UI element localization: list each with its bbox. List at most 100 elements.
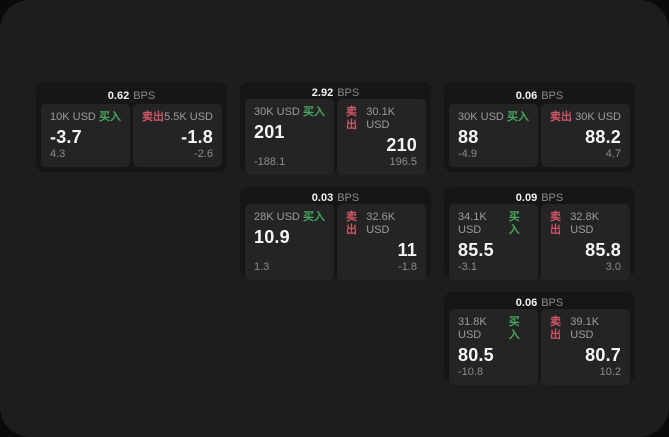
card-panels: 10K USD 买入 -3.7 4.3 卖出 5.5K USD -1.8 -2.… <box>41 104 222 167</box>
buy-size-label: 34.1K USD <box>458 211 487 236</box>
sell-panel[interactable]: 卖出 39.1K USD 80.7 10.2 <box>541 309 630 385</box>
sell-panel[interactable]: 卖出 5.5K USD -1.8 -2.6 <box>133 104 222 167</box>
buy-panel[interactable]: 31.8K USD 买入 80.5 -10.8 <box>449 309 538 385</box>
sell-delta: 3.0 <box>605 261 621 273</box>
sell-price: 85.8 <box>585 240 621 260</box>
buy-size-label: 10K USD <box>50 111 96 123</box>
bps-unit: BPS <box>337 87 360 99</box>
card-panels: 30K USD 买入 201 -188.1 卖出 30.1K USD 210 1… <box>245 99 426 175</box>
sell-size-label: 30K USD <box>575 111 621 123</box>
buy-price: 10.9 <box>254 227 290 247</box>
sell-price: 80.7 <box>585 345 621 365</box>
card-header: 0.09 BPS <box>449 192 630 204</box>
sell-side-tag: 卖出 <box>142 111 164 123</box>
sell-side-tag: 卖出 <box>550 111 572 123</box>
sell-panel-top: 卖出 32.6K USD <box>346 211 417 237</box>
buy-delta: -3.1 <box>458 261 477 273</box>
buy-size-label: 28K USD <box>254 211 300 223</box>
cards-grid: 0.62 BPS 10K USD 买入 -3.7 4.3 卖出 5.5K USD <box>36 82 635 385</box>
buy-delta: -10.8 <box>458 366 484 378</box>
buy-panel[interactable]: 28K USD 买入 10.9 1.3 <box>245 204 334 280</box>
buy-price: -3.7 <box>50 127 82 147</box>
sell-size-label: 32.8K USD <box>570 211 600 236</box>
buy-size-label: 31.8K USD <box>458 316 487 341</box>
buy-price: 85.5 <box>458 240 494 260</box>
sell-side-tag: 卖出 <box>346 106 357 131</box>
buy-side-tag: 买入 <box>303 106 325 118</box>
sell-panel[interactable]: 卖出 30.1K USD 210 196.5 <box>337 99 426 175</box>
bps-unit: BPS <box>541 192 564 204</box>
buy-delta: -4.9 <box>458 148 477 160</box>
buy-panel-top: 10K USD 买入 <box>50 111 121 124</box>
buy-side-tag: 买入 <box>508 316 520 341</box>
sell-panel[interactable]: 卖出 30K USD 88.2 4.7 <box>541 104 630 167</box>
bps-unit: BPS <box>133 89 156 102</box>
buy-panel[interactable]: 30K USD 买入 201 -188.1 <box>245 99 334 175</box>
buy-side-tag: 买入 <box>99 111 121 123</box>
buy-panel[interactable]: 10K USD 买入 -3.7 4.3 <box>41 104 130 167</box>
buy-panel-top: 34.1K USD 买入 <box>458 211 529 237</box>
sell-side-tag: 卖出 <box>346 211 357 236</box>
buy-panel-top: 28K USD 买入 <box>254 211 325 224</box>
sell-panel[interactable]: 卖出 32.8K USD 85.8 3.0 <box>541 204 630 280</box>
buy-size-label: 30K USD <box>458 111 504 123</box>
bps-value: 0.06 <box>515 89 538 102</box>
sell-size-label: 32.6K USD <box>366 211 396 236</box>
buy-delta: 1.3 <box>254 261 270 273</box>
buy-delta: -188.1 <box>254 156 286 168</box>
buy-side-tag: 买入 <box>508 211 520 236</box>
card-header: 0.06 BPS <box>449 87 630 104</box>
buy-panel[interactable]: 34.1K USD 买入 85.5 -3.1 <box>449 204 538 280</box>
buy-panel-top: 31.8K USD 买入 <box>458 316 529 342</box>
sell-panel-top: 卖出 30K USD <box>550 111 621 124</box>
card-header: 0.62 BPS <box>41 87 222 104</box>
sell-delta: -1.8 <box>398 261 417 273</box>
sell-size-label: 5.5K USD <box>164 111 213 123</box>
card-panels: 28K USD 买入 10.9 1.3 卖出 32.6K USD 11 -1.8 <box>245 204 426 280</box>
quote-card: 0.03 BPS 28K USD 买入 10.9 1.3 卖出 32.6K US… <box>240 187 431 280</box>
bps-value: 0.06 <box>515 297 538 309</box>
buy-size-label: 30K USD <box>254 106 300 118</box>
sell-panel[interactable]: 卖出 32.6K USD 11 -1.8 <box>337 204 426 280</box>
sell-delta: 10.2 <box>599 366 621 378</box>
sell-size-label: 39.1K USD <box>570 316 600 341</box>
bps-value: 0.62 <box>107 89 130 102</box>
card-panels: 30K USD 买入 88 -4.9 卖出 30K USD 88.2 4.7 <box>449 104 630 167</box>
buy-panel-top: 30K USD 买入 <box>254 106 325 119</box>
sell-size-label: 30.1K USD <box>366 106 396 131</box>
buy-side-tag: 买入 <box>303 211 325 223</box>
card-header: 0.06 BPS <box>449 297 630 309</box>
bps-unit: BPS <box>541 89 564 102</box>
card-header: 2.92 BPS <box>245 87 426 99</box>
sell-delta: 196.5 <box>389 156 417 168</box>
bps-unit: BPS <box>541 297 564 309</box>
buy-price: 88 <box>458 127 479 147</box>
buy-panel[interactable]: 30K USD 买入 88 -4.9 <box>449 104 538 167</box>
sell-side-tag: 卖出 <box>550 211 561 236</box>
sell-panel-top: 卖出 30.1K USD <box>346 106 417 132</box>
sell-panel-top: 卖出 5.5K USD <box>142 111 213 124</box>
quote-card: 2.92 BPS 30K USD 买入 201 -188.1 卖出 30.1K … <box>240 82 431 175</box>
buy-panel-top: 30K USD 买入 <box>458 111 529 124</box>
bps-value: 2.92 <box>311 87 334 99</box>
quote-card: 0.62 BPS 10K USD 买入 -3.7 4.3 卖出 5.5K USD <box>36 82 227 172</box>
sell-side-tag: 卖出 <box>550 316 561 341</box>
quote-card: 0.06 BPS 30K USD 买入 88 -4.9 卖出 30K USD <box>444 82 635 172</box>
card-panels: 31.8K USD 买入 80.5 -10.8 卖出 39.1K USD 80.… <box>449 309 630 385</box>
buy-price: 201 <box>254 122 285 142</box>
bps-value: 0.03 <box>311 192 334 204</box>
buy-side-tag: 买入 <box>507 111 529 123</box>
bps-unit: BPS <box>337 192 360 204</box>
sell-panel-top: 卖出 32.8K USD <box>550 211 621 237</box>
card-panels: 34.1K USD 买入 85.5 -3.1 卖出 32.8K USD 85.8… <box>449 204 630 280</box>
quote-card: 0.09 BPS 34.1K USD 买入 85.5 -3.1 卖出 32.8K… <box>444 187 635 280</box>
sell-delta: 4.7 <box>605 148 621 160</box>
sell-price: -1.8 <box>181 127 213 147</box>
buy-price: 80.5 <box>458 345 494 365</box>
sell-panel-top: 卖出 39.1K USD <box>550 316 621 342</box>
buy-delta: 4.3 <box>50 148 66 160</box>
card-header: 0.03 BPS <box>245 192 426 204</box>
sell-price: 11 <box>397 240 417 260</box>
bps-value: 0.09 <box>515 192 538 204</box>
